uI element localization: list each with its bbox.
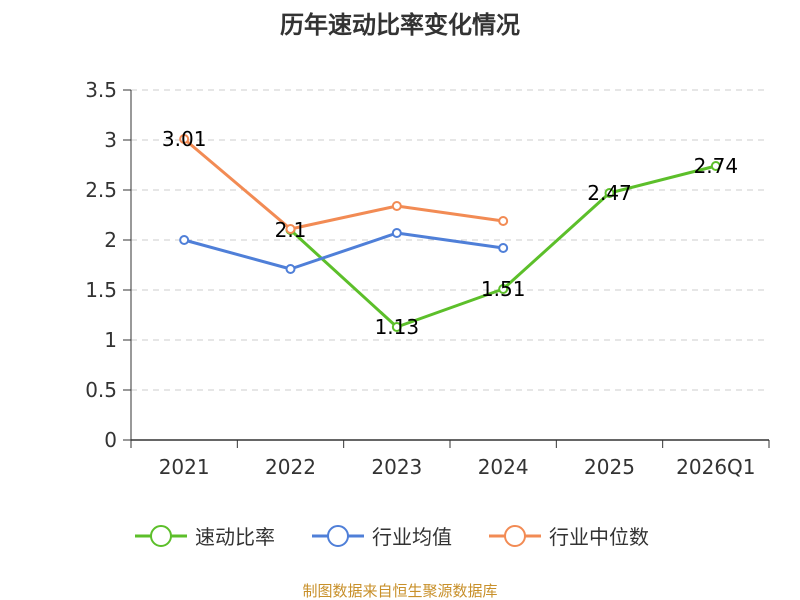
data-point bbox=[498, 284, 509, 294]
source-note: 制图数据来自恒生聚源数据库 bbox=[302, 582, 497, 600]
legend-swatch-marker bbox=[150, 525, 172, 547]
data-point bbox=[604, 188, 615, 198]
data-point bbox=[391, 228, 402, 238]
legend-label: 速动比率 bbox=[195, 525, 275, 549]
data-label: 1.13 bbox=[375, 315, 420, 339]
y-tick-label: 1.5 bbox=[85, 278, 117, 302]
y-tick-label: 0.5 bbox=[85, 378, 117, 402]
data-label: 1.51 bbox=[481, 277, 526, 301]
x-tick-label: 2021 bbox=[159, 455, 210, 479]
chart-title: 历年速动比率变化情况 bbox=[280, 11, 520, 39]
legend-swatch-marker bbox=[327, 525, 349, 547]
y-tick-label: 2.5 bbox=[85, 178, 117, 202]
data-labels: 2.1 1.13 1.51 2.47 2.74 3.01 bbox=[162, 127, 738, 339]
series-lines bbox=[179, 134, 721, 332]
series-line bbox=[183, 137, 504, 231]
series-line bbox=[183, 231, 504, 271]
x-tick-label: 2026Q1 bbox=[676, 455, 755, 479]
data-point bbox=[391, 322, 402, 332]
y-tick-label: 2 bbox=[104, 228, 117, 252]
data-label: 3.01 bbox=[162, 127, 207, 151]
legend-item[interactable]: 行业中位数 bbox=[489, 525, 649, 549]
data-label: 2.74 bbox=[694, 154, 739, 178]
series-3 bbox=[179, 134, 509, 234]
series-2 bbox=[179, 228, 509, 274]
x-tick-label: 2025 bbox=[584, 455, 635, 479]
y-tick-label: 3 bbox=[104, 128, 117, 152]
x-tick-label: 2023 bbox=[371, 455, 422, 479]
axes: 0 0.5 1 1.5 2 2.5 3 3.5 2021 2022 2023 2024 2025 2026… bbox=[85, 78, 770, 479]
data-point bbox=[179, 235, 190, 245]
data-point bbox=[391, 201, 402, 211]
legend-item[interactable]: 行业均值 bbox=[312, 525, 452, 549]
data-point bbox=[710, 161, 721, 171]
data-point bbox=[498, 216, 509, 226]
legend-swatch-marker bbox=[504, 525, 526, 547]
data-label: 2.1 bbox=[275, 218, 307, 242]
y-tick-label: 1 bbox=[104, 328, 117, 352]
data-label: 2.47 bbox=[587, 181, 632, 205]
legend-item[interactable]: 速动比率 bbox=[135, 525, 275, 549]
legend[interactable]: 速动比率 行业均值 行业中位数 bbox=[135, 525, 649, 549]
y-tick-label: 3.5 bbox=[85, 78, 117, 102]
data-point bbox=[285, 224, 296, 234]
x-tick-label: 2022 bbox=[265, 455, 316, 479]
y-tick-label: 0 bbox=[104, 428, 117, 452]
data-point bbox=[285, 264, 296, 274]
legend-label: 行业中位数 bbox=[549, 525, 649, 549]
x-tick-label: 2024 bbox=[478, 455, 529, 479]
data-point bbox=[179, 134, 190, 144]
legend-label: 行业均值 bbox=[372, 525, 452, 549]
data-point bbox=[498, 243, 509, 253]
